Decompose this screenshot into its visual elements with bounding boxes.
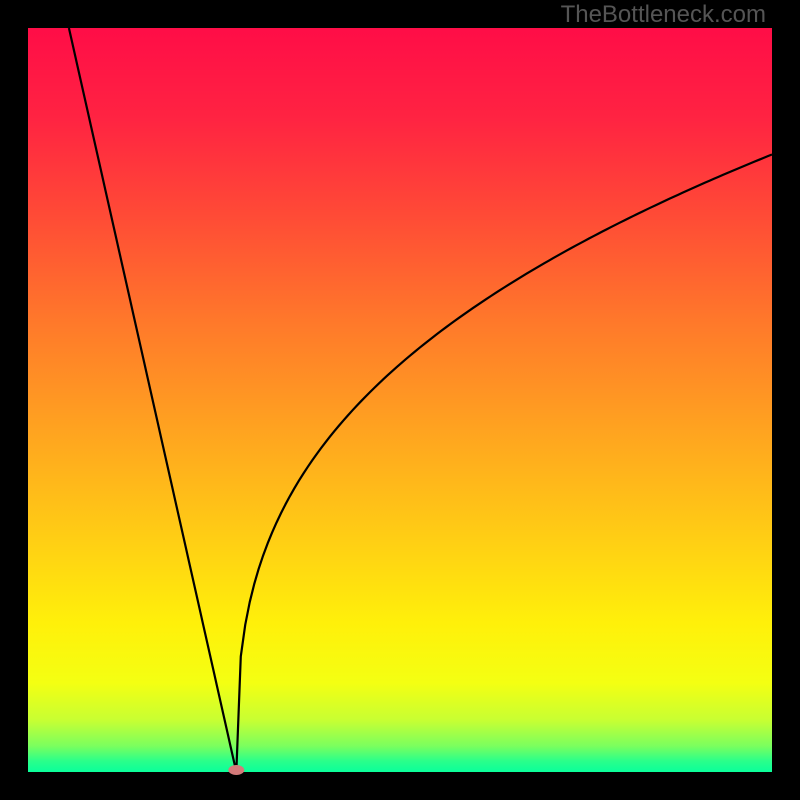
plot-background xyxy=(28,28,772,772)
watermark-text: TheBottleneck.com xyxy=(561,1,766,29)
vertex-marker xyxy=(228,765,244,775)
chart-svg xyxy=(0,0,800,800)
chart-container: TheBottleneck.com xyxy=(0,0,800,800)
